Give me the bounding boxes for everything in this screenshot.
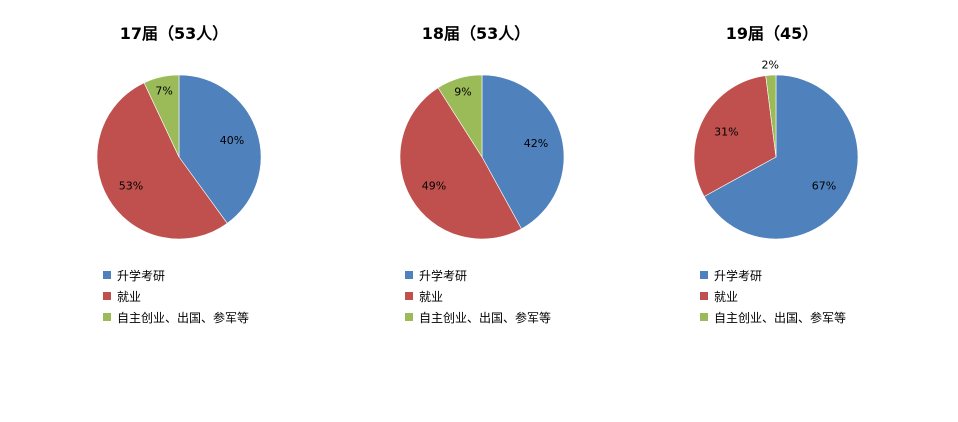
pie-slice: [399, 87, 522, 240]
pie-slice: [96, 82, 228, 240]
pie-slice: [693, 75, 777, 197]
legend-entry: 升学考研: [117, 268, 165, 283]
pie-slice: [178, 74, 262, 224]
data-label: 7%: [155, 85, 172, 98]
legend-swatch: [700, 271, 708, 279]
legend-entry: 自主创业、出国、参军等: [117, 310, 249, 325]
data-label: 40%: [220, 134, 244, 147]
pie-slice: [765, 74, 777, 158]
legend-entry: 就业: [117, 290, 141, 304]
legend-entry: 升学考研: [714, 268, 762, 283]
legend-swatch: [103, 292, 111, 300]
chart-title: 18届（53人）: [422, 24, 531, 43]
pie-slice: [703, 74, 859, 240]
data-label: 2%: [761, 59, 778, 72]
chart-title: 19届（45）: [726, 24, 819, 43]
legend-entry: 升学考研: [419, 268, 467, 283]
legend-swatch: [405, 313, 413, 321]
legend-swatch: [700, 292, 708, 300]
legend-entry: 自主创业、出国、参军等: [419, 310, 551, 325]
data-label: 67%: [812, 179, 836, 192]
legend-swatch: [700, 313, 708, 321]
legend-swatch: [405, 292, 413, 300]
legend-entry: 就业: [714, 290, 738, 304]
legend-swatch: [103, 313, 111, 321]
data-label: 53%: [119, 179, 143, 192]
pie-slice: [481, 74, 565, 230]
data-label: 49%: [422, 179, 446, 192]
data-label: 9%: [454, 86, 471, 99]
data-label: 31%: [714, 126, 738, 139]
legend-swatch: [103, 271, 111, 279]
legend-entry: 就业: [419, 290, 443, 304]
chart-title: 17届（53人）: [120, 24, 229, 43]
legend-swatch: [405, 271, 413, 279]
pie-slice: [437, 74, 483, 159]
pie-slice: [143, 74, 180, 158]
data-label: 42%: [524, 137, 548, 150]
legend-entry: 自主创业、出国、参军等: [714, 310, 846, 325]
